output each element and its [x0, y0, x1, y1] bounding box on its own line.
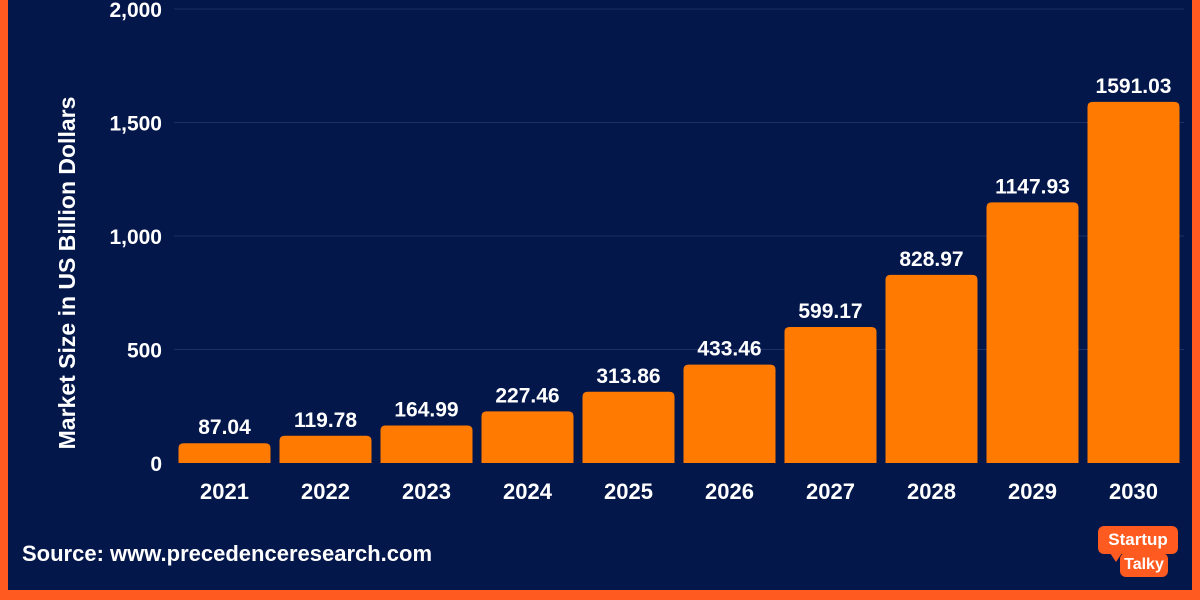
- value-label: 87.04: [198, 416, 251, 439]
- x-axis-ticks: 2021 2022 2023 2024 2025 2026 2027 2028 2029 2030: [200, 479, 1158, 504]
- x-tick-label: 2024: [503, 479, 553, 504]
- y-tick-label: 0: [150, 453, 162, 476]
- x-tick-label: 2022: [301, 479, 350, 504]
- value-label: 313.86: [596, 365, 660, 388]
- logo-text-startup: Startup: [1098, 526, 1178, 554]
- startuptalky-logo: Startup Talky: [1098, 522, 1178, 582]
- bar: [784, 326, 877, 463]
- bar: [1087, 101, 1180, 464]
- bar: [582, 391, 675, 463]
- x-tick-label: 2029: [1008, 479, 1057, 504]
- value-labels: 87.04 119.78 164.99 227.46 313.86 433.46 599.1…: [198, 75, 1171, 439]
- value-label: 433.46: [697, 338, 761, 361]
- bar-chart: 0 500 1,000 1,500 2,000 Market Size in US Bi…: [54, 0, 1184, 504]
- bar: [986, 202, 1079, 463]
- value-label: 1147.93: [995, 175, 1070, 198]
- bar: [885, 274, 978, 463]
- value-label: 227.46: [495, 384, 559, 407]
- x-tick-label: 2026: [705, 479, 754, 504]
- chart-frame: 0 500 1,000 1,500 2,000 Market Size in US Bi…: [8, 0, 1192, 590]
- value-label: 164.99: [394, 399, 458, 422]
- x-tick-label: 2023: [402, 479, 451, 504]
- value-label: 828.97: [899, 248, 963, 271]
- y-tick-label: 1,500: [109, 113, 162, 136]
- x-tick-label: 2025: [604, 479, 653, 504]
- bars: [178, 101, 1180, 464]
- logo-text-talky: Talky: [1120, 553, 1168, 577]
- y-tick-label: 500: [127, 340, 162, 363]
- bar: [178, 443, 271, 463]
- bar: [683, 364, 776, 463]
- y-axis-label: Market Size in US Billion Dollars: [54, 97, 80, 450]
- x-tick-label: 2028: [907, 479, 956, 504]
- y-axis-ticks: 0 500 1,000 1,500 2,000: [109, 0, 162, 476]
- source-note: Source: www.precedenceresearch.com: [22, 541, 433, 566]
- y-tick-label: 1,000: [109, 226, 162, 249]
- x-tick-label: 2021: [200, 479, 249, 504]
- value-label: 119.78: [294, 409, 357, 432]
- x-tick-label: 2030: [1109, 479, 1158, 504]
- y-tick-label: 2,000: [109, 0, 162, 22]
- bar: [380, 425, 473, 463]
- bar: [279, 435, 372, 463]
- value-label: 1591.03: [1096, 75, 1172, 98]
- x-tick-label: 2027: [806, 479, 855, 504]
- value-label: 599.17: [798, 300, 862, 323]
- bar: [481, 411, 574, 463]
